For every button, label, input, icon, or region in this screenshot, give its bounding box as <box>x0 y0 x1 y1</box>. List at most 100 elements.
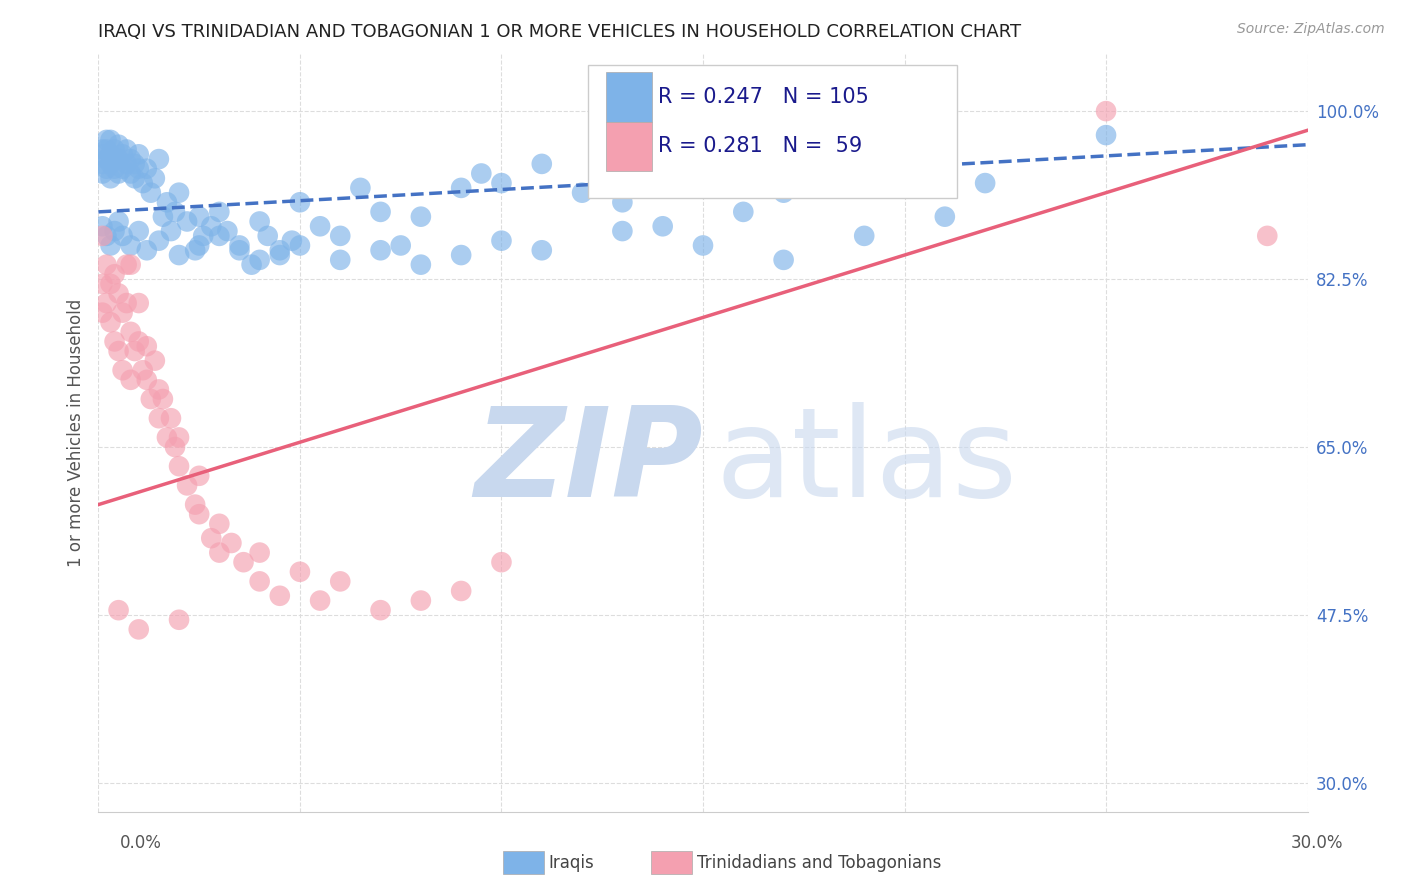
Point <box>188 210 211 224</box>
Point <box>111 306 134 320</box>
Text: IRAQI VS TRINIDADIAN AND TOBAGONIAN 1 OR MORE VEHICLES IN HOUSEHOLD CORRELATION : IRAQI VS TRINIDADIAN AND TOBAGONIAN 1 OR… <box>98 23 1022 41</box>
Point <box>135 161 157 176</box>
Point <box>148 383 170 397</box>
Point <box>91 157 114 171</box>
Point <box>1256 228 1278 243</box>
Point <box>152 210 174 224</box>
Point <box>156 430 179 444</box>
Point <box>167 430 190 444</box>
Point <box>96 152 118 166</box>
Point <box>269 248 291 262</box>
Point <box>132 363 155 377</box>
Text: R = 0.247   N = 105: R = 0.247 N = 105 <box>658 87 869 107</box>
Point <box>228 244 250 258</box>
Point <box>288 195 311 210</box>
Point <box>329 228 352 243</box>
Text: ZIP: ZIP <box>474 402 703 524</box>
Point <box>160 224 183 238</box>
Point <box>91 306 114 320</box>
Point <box>208 516 231 531</box>
Point <box>128 334 150 349</box>
Point <box>491 555 513 569</box>
Point <box>163 440 186 454</box>
Point <box>409 258 432 272</box>
Point <box>269 244 291 258</box>
Point <box>135 339 157 353</box>
Point <box>612 195 634 210</box>
Point <box>184 244 207 258</box>
Point <box>148 234 170 248</box>
Point <box>200 531 222 545</box>
Point <box>193 228 215 243</box>
Point <box>107 137 129 152</box>
Point <box>148 411 170 425</box>
Text: 30.0%: 30.0% <box>1291 834 1343 852</box>
Point <box>91 147 114 161</box>
Point <box>107 603 129 617</box>
Point <box>124 171 146 186</box>
Point <box>143 353 166 368</box>
Point <box>120 258 142 272</box>
Point <box>200 219 222 234</box>
Point <box>96 296 118 310</box>
Point <box>934 210 956 224</box>
Point <box>107 166 129 180</box>
Point <box>91 219 114 234</box>
Point <box>120 152 142 166</box>
Point <box>370 603 392 617</box>
Point <box>612 224 634 238</box>
Point <box>115 296 138 310</box>
Point <box>103 161 125 176</box>
Point <box>167 248 190 262</box>
Point <box>208 205 231 219</box>
Point <box>115 258 138 272</box>
Point <box>692 238 714 252</box>
Point <box>692 181 714 195</box>
Point <box>853 228 876 243</box>
Point <box>100 315 122 329</box>
Point <box>249 214 271 228</box>
Point <box>288 238 311 252</box>
Point <box>530 244 553 258</box>
Point <box>370 244 392 258</box>
Point <box>309 219 332 234</box>
Point <box>124 344 146 359</box>
Point <box>240 258 263 272</box>
Point <box>349 181 371 195</box>
Point <box>974 176 997 190</box>
Point <box>217 224 239 238</box>
Point <box>96 133 118 147</box>
Point <box>167 459 190 474</box>
Point <box>143 171 166 186</box>
Point <box>491 176 513 190</box>
Point <box>184 498 207 512</box>
Point <box>1095 104 1118 119</box>
Point <box>91 166 114 180</box>
Point <box>208 545 231 559</box>
Point <box>103 143 125 157</box>
Point <box>111 228 134 243</box>
Point <box>188 468 211 483</box>
Point <box>163 205 186 219</box>
Point <box>91 228 114 243</box>
Point <box>772 252 794 267</box>
Point <box>107 214 129 228</box>
Point <box>450 584 472 599</box>
Point <box>188 507 211 521</box>
Point <box>167 613 190 627</box>
Point <box>893 147 915 161</box>
Point <box>269 589 291 603</box>
FancyBboxPatch shape <box>606 122 652 171</box>
Text: R = 0.281   N =  59: R = 0.281 N = 59 <box>658 136 862 156</box>
Point <box>128 147 150 161</box>
Point <box>813 166 835 180</box>
Point <box>100 157 122 171</box>
Point <box>124 157 146 171</box>
Point <box>111 161 134 176</box>
Text: 0.0%: 0.0% <box>120 834 162 852</box>
Point <box>188 238 211 252</box>
Point <box>530 157 553 171</box>
Point <box>309 593 332 607</box>
Point <box>132 176 155 190</box>
Point <box>107 152 129 166</box>
